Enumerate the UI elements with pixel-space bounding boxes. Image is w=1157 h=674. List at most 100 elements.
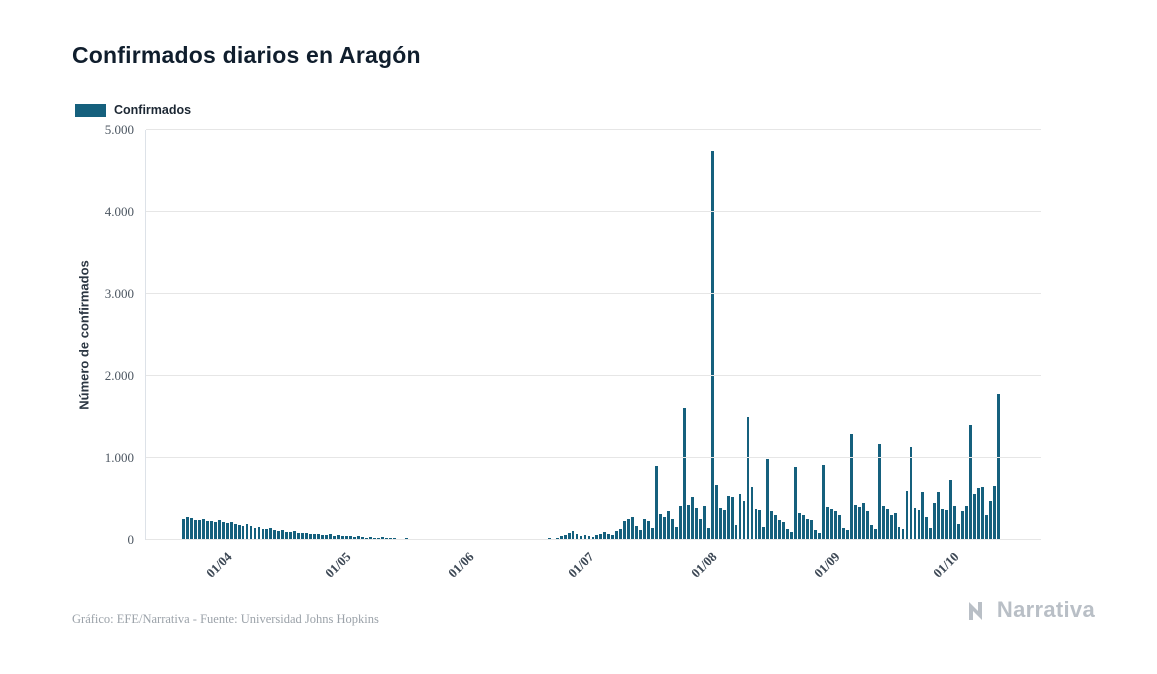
bar[interactable] <box>853 504 857 540</box>
bar[interactable] <box>830 508 833 540</box>
bar[interactable] <box>849 434 853 540</box>
bar[interactable] <box>718 508 722 540</box>
bar[interactable] <box>345 535 348 540</box>
bar[interactable] <box>567 533 571 540</box>
bar[interactable] <box>229 521 233 540</box>
bar[interactable] <box>690 497 694 540</box>
bar[interactable] <box>352 536 356 540</box>
bar[interactable] <box>659 513 662 540</box>
bar[interactable] <box>941 508 945 540</box>
bar[interactable] <box>285 531 289 540</box>
bar[interactable] <box>360 537 364 540</box>
bar[interactable] <box>655 466 658 540</box>
bar[interactable] <box>714 485 718 540</box>
bar[interactable] <box>686 504 690 540</box>
bar[interactable] <box>583 534 587 540</box>
bar[interactable] <box>225 522 229 540</box>
bar[interactable] <box>977 488 980 540</box>
bar[interactable] <box>380 537 384 540</box>
bar[interactable] <box>694 507 698 540</box>
legend-item-confirmados[interactable]: Confirmados <box>75 103 191 117</box>
bar[interactable] <box>249 526 253 540</box>
bar[interactable] <box>834 511 837 540</box>
bar[interactable] <box>313 534 317 540</box>
bar[interactable] <box>185 516 189 540</box>
bar[interactable] <box>217 520 221 540</box>
bar[interactable] <box>305 532 309 540</box>
bar[interactable] <box>297 532 301 540</box>
bar[interactable] <box>603 532 607 540</box>
bar[interactable] <box>953 505 957 540</box>
bar[interactable] <box>682 407 686 540</box>
bar[interactable] <box>826 507 829 540</box>
bar[interactable] <box>845 530 849 540</box>
bar[interactable] <box>189 517 193 540</box>
bar[interactable] <box>269 528 273 540</box>
bar[interactable] <box>678 505 682 540</box>
bar[interactable] <box>182 518 185 540</box>
bar[interactable] <box>631 517 635 540</box>
bar[interactable] <box>989 500 992 540</box>
bar[interactable] <box>555 537 559 540</box>
bar[interactable] <box>901 529 905 540</box>
bar[interactable] <box>317 533 321 540</box>
bar[interactable] <box>762 526 766 540</box>
bar[interactable] <box>913 508 917 540</box>
bar[interactable] <box>969 425 973 540</box>
bar[interactable] <box>257 526 261 540</box>
bar[interactable] <box>301 533 305 540</box>
bar[interactable] <box>933 503 937 540</box>
bar[interactable] <box>663 517 666 540</box>
bar[interactable] <box>639 530 643 540</box>
bar[interactable] <box>893 512 897 540</box>
bar[interactable] <box>674 526 678 540</box>
bar[interactable] <box>575 534 579 540</box>
bar[interactable] <box>667 511 670 540</box>
bar[interactable] <box>309 533 313 540</box>
bar[interactable] <box>965 505 969 540</box>
bar[interactable] <box>337 535 340 540</box>
bar[interactable] <box>794 467 798 540</box>
bar[interactable] <box>671 518 674 540</box>
bar[interactable] <box>277 530 281 540</box>
bar[interactable] <box>873 528 877 540</box>
bar[interactable] <box>698 518 702 540</box>
bar[interactable] <box>651 527 654 540</box>
bar[interactable] <box>710 150 714 540</box>
bar[interactable] <box>571 531 575 540</box>
bar[interactable] <box>213 521 217 540</box>
bar[interactable] <box>814 530 817 540</box>
bar[interactable] <box>329 534 332 540</box>
bar[interactable] <box>372 537 376 540</box>
bar[interactable] <box>945 510 949 540</box>
bar[interactable] <box>778 519 782 540</box>
bar[interactable] <box>595 535 599 540</box>
bar[interactable] <box>746 417 750 540</box>
bar[interactable] <box>937 492 941 540</box>
bar[interactable] <box>333 535 336 540</box>
bar[interactable] <box>559 536 563 540</box>
bar[interactable] <box>909 446 913 540</box>
bar[interactable] <box>209 520 213 540</box>
bar[interactable] <box>897 526 901 540</box>
bar[interactable] <box>293 531 297 540</box>
bar[interactable] <box>615 530 619 540</box>
bar[interactable] <box>841 527 845 540</box>
bar[interactable] <box>985 515 988 540</box>
bar[interactable] <box>706 527 710 540</box>
bar[interactable] <box>197 520 201 540</box>
bar[interactable] <box>734 525 738 540</box>
bar[interactable] <box>233 523 237 540</box>
bar[interactable] <box>356 536 360 540</box>
bar[interactable] <box>376 537 380 540</box>
bar[interactable] <box>754 508 758 540</box>
bar[interactable] <box>758 509 762 540</box>
bar[interactable] <box>957 523 961 540</box>
bar[interactable] <box>877 444 881 540</box>
bar[interactable] <box>905 490 909 540</box>
bar[interactable] <box>917 510 921 540</box>
bar[interactable] <box>949 480 953 540</box>
bar[interactable] <box>607 534 611 540</box>
bar[interactable] <box>802 514 806 540</box>
bar[interactable] <box>221 521 225 540</box>
